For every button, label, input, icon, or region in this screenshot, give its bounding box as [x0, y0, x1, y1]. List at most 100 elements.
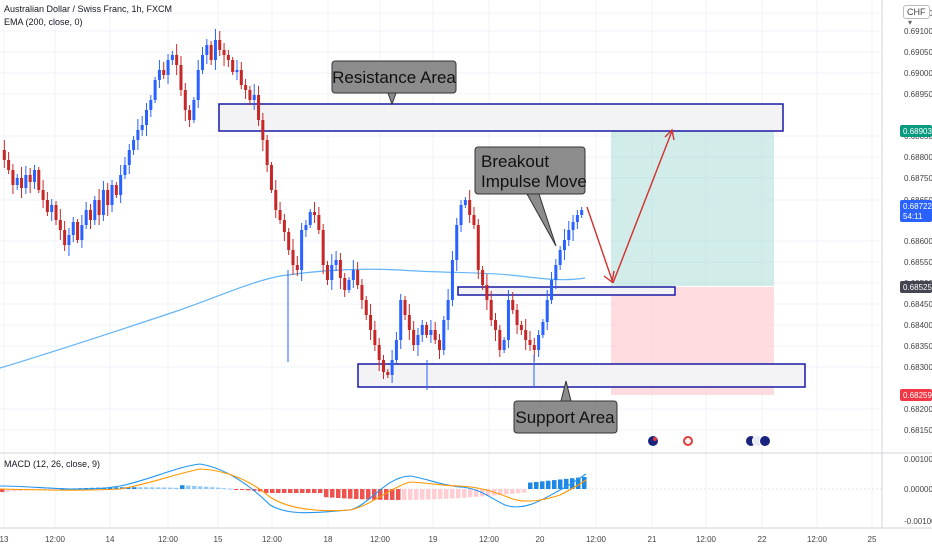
support-callout[interactable]: Support Area	[513, 380, 618, 434]
time-tick-label: 12:00	[807, 535, 828, 544]
candle	[239, 62, 243, 89]
macd-bar	[486, 489, 491, 496]
macd-bar	[312, 489, 317, 493]
time-axis[interactable]: 13 12:00 14 12:00 15 12:00 18 12:00 19 12:00 20 12:…	[0, 535, 877, 544]
candle	[416, 328, 420, 356]
flag-ch-icon[interactable]	[682, 435, 694, 447]
candle	[386, 369, 390, 378]
candle	[183, 83, 187, 121]
candle	[537, 330, 541, 357]
candle	[450, 251, 454, 306]
candle	[11, 164, 15, 194]
candle	[364, 296, 368, 320]
macd-bar	[516, 489, 521, 494]
macd-bar	[168, 487, 173, 489]
candle	[541, 319, 545, 338]
candle	[201, 47, 205, 74]
breakout-callout[interactable]: Breakout Impulse Move	[474, 146, 587, 247]
candle	[166, 54, 170, 84]
breakout-label-line2: Impulse Move	[481, 172, 587, 191]
flag-au-icon[interactable]	[647, 435, 659, 447]
macd-bar	[534, 481, 539, 489]
macd-bar	[444, 489, 449, 499]
candle	[308, 209, 312, 228]
price-tick-label: 0.68200	[904, 405, 932, 414]
macd-legend[interactable]: MACD (12, 26, close, 9)	[4, 459, 101, 469]
candle	[127, 144, 131, 174]
candle	[502, 337, 506, 353]
macd-bar	[498, 489, 503, 495]
macd-bar	[12, 489, 17, 492]
macd-bar	[204, 486, 209, 489]
candle	[437, 334, 442, 359]
candle	[420, 320, 424, 342]
svg-text:0.68722: 0.68722	[903, 202, 932, 211]
candle	[485, 274, 489, 310]
candle	[123, 157, 127, 179]
macd-bar	[546, 480, 551, 489]
time-tick-label: 20	[536, 535, 545, 544]
svg-text:0.68525: 0.68525	[903, 283, 932, 292]
candle	[45, 192, 49, 216]
currency-button[interactable]: CHF	[903, 5, 930, 19]
macd-bar	[270, 489, 275, 493]
ema-legend[interactable]: EMA (200, close, 0)	[4, 17, 83, 27]
breakout-zone[interactable]	[457, 286, 676, 296]
macd-bar	[462, 489, 467, 498]
time-tick-label: 12:00	[262, 535, 283, 544]
price-tick-label: 0.68550	[904, 258, 932, 267]
candle	[88, 204, 92, 229]
macd-bar	[342, 489, 347, 499]
macd-bar	[240, 489, 245, 490]
time-tick-label: 18	[324, 535, 333, 544]
candle	[93, 196, 97, 225]
candle	[558, 246, 562, 270]
macd-axis[interactable]: 0.00100 0.00000 -0.00100	[904, 455, 932, 526]
macd-bar	[558, 479, 563, 489]
candle	[291, 239, 295, 275]
candle	[287, 228, 291, 255]
resistance-zone[interactable]	[218, 103, 784, 132]
chevron-down-icon[interactable]: ▾	[908, 18, 913, 27]
time-tick-label: 12:00	[586, 535, 607, 544]
candle	[97, 189, 101, 225]
macd-bar	[348, 489, 353, 499]
candle	[330, 254, 334, 290]
candle	[58, 209, 62, 240]
event-icons[interactable]	[647, 435, 771, 447]
symbol-title[interactable]: Australian Dollar / Swiss Franc, 1h, FXC…	[4, 4, 173, 14]
price-tick-label: 0.68600	[904, 237, 932, 246]
macd-tick-label: 0.00000	[904, 485, 932, 494]
candle	[433, 322, 437, 344]
candle	[149, 95, 153, 117]
candle	[381, 355, 385, 379]
macd-bar	[402, 489, 407, 500]
flag-multi-icon[interactable]	[745, 435, 771, 447]
macd-bar	[330, 489, 335, 498]
price-tick-label: 0.68150	[904, 426, 932, 435]
resistance-callout[interactable]: Resistance Area	[331, 60, 457, 106]
ema-200-line	[0, 268, 586, 369]
macd-bar	[552, 480, 557, 489]
macd-bar	[456, 489, 461, 499]
candle	[2, 140, 6, 168]
candle	[360, 279, 364, 309]
candle	[54, 201, 58, 225]
candle	[162, 62, 166, 79]
candle	[192, 97, 196, 123]
time-tick-label: 15	[214, 535, 223, 544]
macd-bar	[438, 489, 443, 500]
candle	[28, 168, 32, 193]
candle	[562, 229, 566, 260]
support-zone[interactable]	[357, 363, 806, 388]
candlestick-series	[2, 29, 584, 390]
macd-bar	[282, 489, 287, 493]
price-tick-label: 0.68950	[904, 90, 932, 99]
macd-bar	[162, 487, 167, 489]
macd-bar	[216, 487, 221, 489]
macd-bar	[450, 489, 455, 499]
candle	[515, 304, 519, 334]
candle	[196, 60, 200, 108]
